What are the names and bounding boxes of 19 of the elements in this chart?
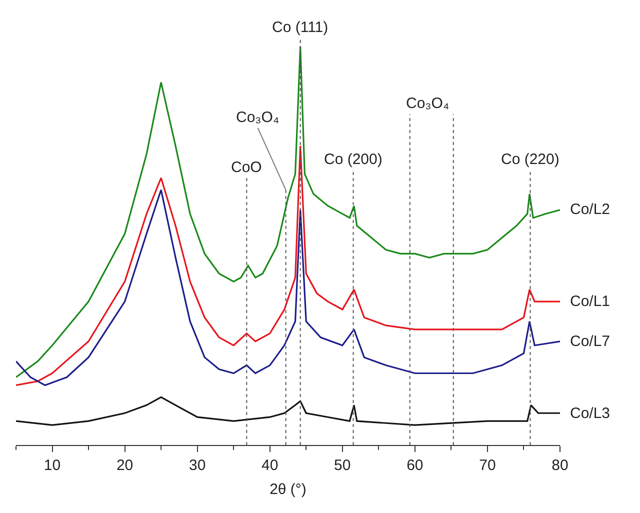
annotation: CoO: [231, 159, 262, 176]
x-tick-label: 40: [262, 457, 278, 474]
annotation: Co (111): [272, 19, 328, 36]
x-tick-label: 80: [552, 457, 568, 474]
x-tick-label: 20: [116, 457, 134, 474]
series-label: Co/L7: [570, 333, 610, 350]
x-axis-title: 2θ (°): [270, 481, 306, 498]
x-tick-label: 50: [334, 457, 351, 474]
x-tick-label: 60: [406, 457, 424, 474]
x-tick-label: 70: [479, 457, 496, 474]
series-label: Co/L3: [570, 405, 610, 422]
annotation: Co₃O₄: [236, 109, 280, 126]
x-tick-label: 30: [188, 457, 206, 474]
annotation: Co (200): [324, 151, 382, 168]
x-tick-label: 10: [44, 457, 61, 474]
series-label: Co/L2: [570, 201, 610, 218]
annotation: Co (220): [501, 151, 560, 168]
annotation: Co₃O₄: [406, 95, 450, 112]
series-label: Co/L1: [570, 293, 610, 310]
